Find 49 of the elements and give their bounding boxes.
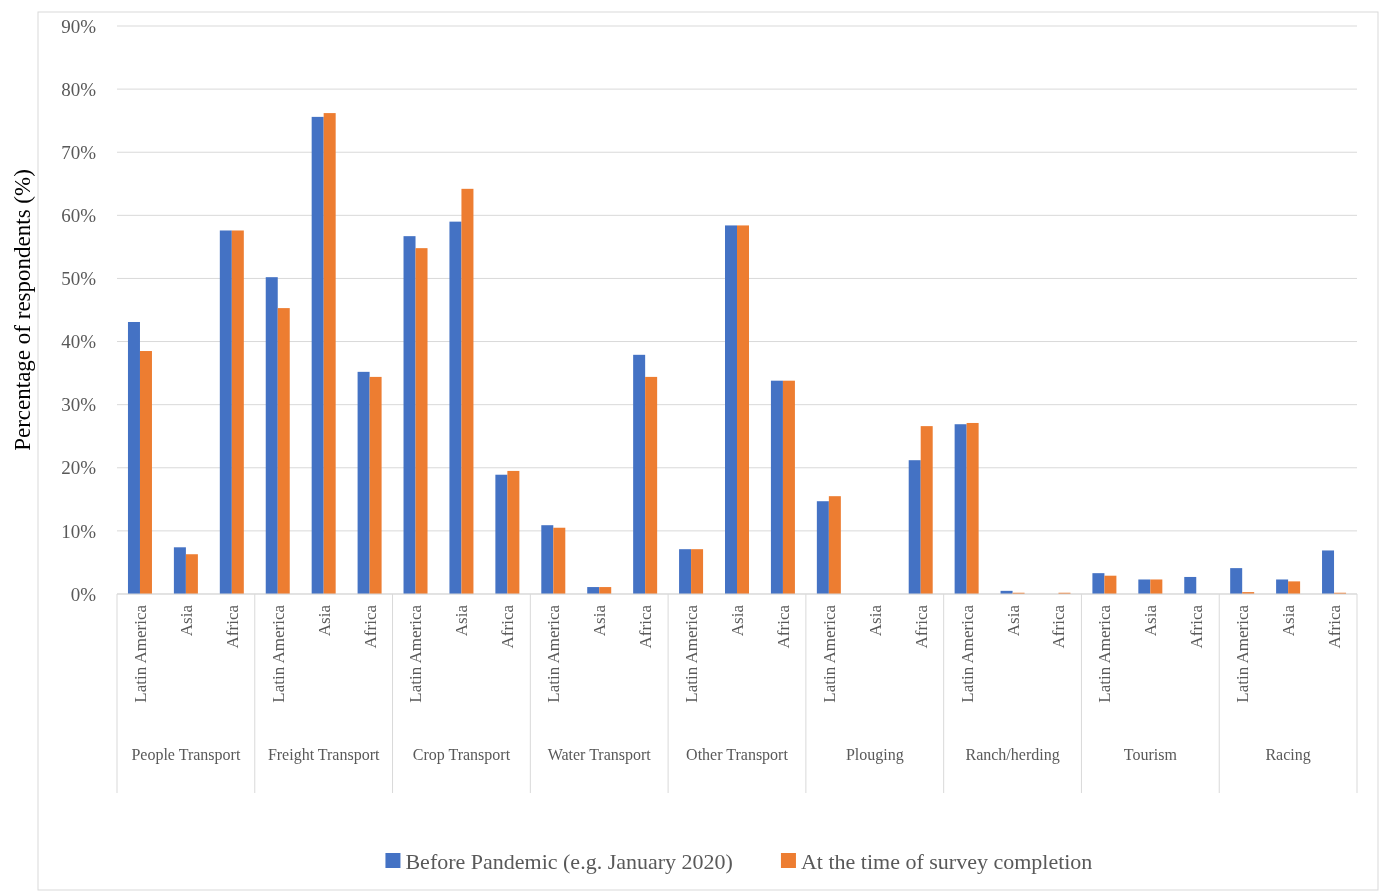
- text: Water Transport: [547, 746, 652, 764]
- legend-label: Before Pandemic (e.g. January 2020): [405, 848, 733, 874]
- y-tick-label: 90%: [61, 15, 97, 37]
- y-tick-label: 80%: [61, 78, 97, 100]
- text: Ranch/herding: [965, 746, 1060, 764]
- y-tick-label: 0%: [70, 583, 97, 605]
- x-tick-label: Africa: [1049, 604, 1069, 649]
- y-tick-label: 10%: [61, 520, 97, 542]
- x-tick-label: Asia: [314, 604, 334, 637]
- text: Other Transport: [686, 746, 789, 764]
- x-tick-label: Africa: [1187, 604, 1207, 649]
- x-tick-label: Africa: [222, 604, 242, 649]
- text: Freight Transport: [267, 746, 380, 764]
- y-tick-label: 30%: [61, 394, 97, 416]
- y-tick-label: 40%: [61, 331, 97, 353]
- text: Tourism: [1123, 746, 1178, 763]
- legend-label: At the time of survey completion: [800, 848, 1093, 874]
- x-tick-label: Asia: [1141, 604, 1161, 637]
- text: Plouging: [845, 746, 904, 764]
- x-tick-label: Asia: [1279, 604, 1299, 637]
- x-tick-label: Latin America: [406, 604, 426, 703]
- x-tick-label: Latin America: [1233, 604, 1253, 703]
- y-tick-label: 70%: [61, 141, 97, 163]
- x-tick-label: Africa: [360, 604, 380, 649]
- x-tick-label: Latin America: [957, 604, 977, 703]
- y-axis-title: Percentage of respondents (%): [10, 169, 35, 451]
- x-tick-label: Asia: [727, 604, 747, 637]
- x-tick-label: Asia: [1003, 604, 1023, 637]
- y-tick-label: 60%: [61, 204, 97, 226]
- x-tick-label: Latin America: [682, 604, 702, 703]
- x-tick-label: Latin America: [268, 604, 288, 703]
- x-tick-label: Africa: [636, 604, 656, 649]
- x-tick-label: Asia: [590, 604, 610, 637]
- x-tick-label: Latin America: [819, 604, 839, 703]
- text: Racing: [1265, 746, 1311, 764]
- y-tick-label: 50%: [61, 268, 97, 290]
- x-tick-label: Latin America: [130, 604, 150, 703]
- text: People Transport: [131, 746, 241, 764]
- x-tick-label: Africa: [1324, 604, 1344, 649]
- x-tick-label: Asia: [865, 604, 885, 637]
- x-tick-label: Latin America: [1095, 604, 1115, 703]
- x-tick-label: Africa: [773, 604, 793, 649]
- y-tick-label: 20%: [61, 457, 97, 479]
- x-tick-label: Africa: [498, 604, 518, 649]
- text: Crop Transport: [412, 746, 511, 764]
- x-tick-label: Asia: [452, 604, 472, 637]
- x-tick-label: Asia: [176, 604, 196, 637]
- x-tick-label: Africa: [911, 604, 931, 649]
- x-tick-label: Latin America: [544, 604, 564, 703]
